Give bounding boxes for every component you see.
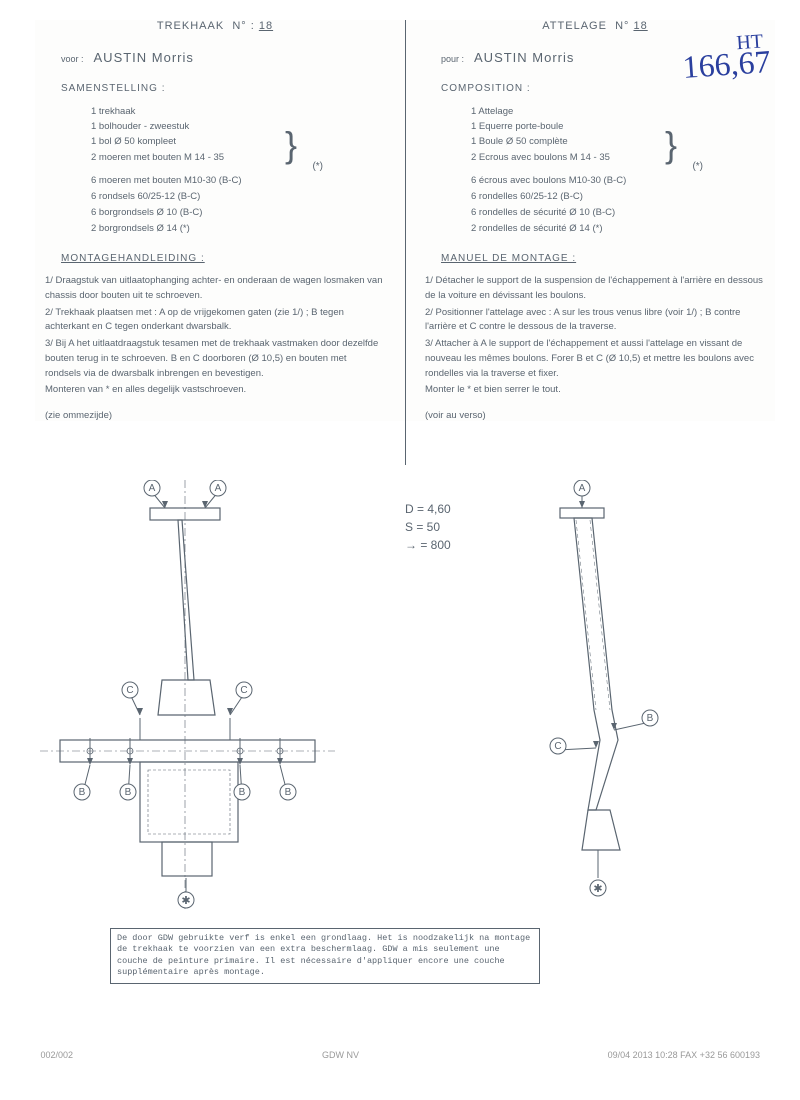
step: 3/ Bij A het uitlaatdraagstuk tesamen me…	[45, 337, 385, 381]
step: 1/ Draagstuk van uitlaatophanging achter…	[45, 274, 385, 303]
bracket-icon: }	[665, 118, 677, 172]
header-label: ATTELAGE	[542, 20, 607, 32]
svg-text:✱: ✱	[181, 895, 190, 907]
comp-item: 2 borgrondsels Ø 14 (*)	[91, 221, 389, 237]
header-no: N° :	[232, 20, 254, 32]
header-label: TREKHAAK	[157, 20, 224, 32]
for-label: voor :	[61, 54, 84, 64]
comp-item: 1 trekhaak	[91, 104, 389, 119]
comp-list-1: 1 Attelage 1 Equerre porte-boule 1 Boule…	[421, 104, 769, 165]
header-num: 18	[259, 20, 273, 32]
svg-text:A: A	[215, 483, 222, 494]
svg-text:B: B	[125, 787, 132, 798]
step: 2/ Positionner l'attelage avec : A sur l…	[425, 306, 765, 335]
step: Monter le * et bien serrer le tout.	[425, 383, 765, 398]
svg-text:A: A	[579, 483, 586, 494]
left-column: TREKHAAK N° : 18 voor : AUSTIN Morris SA…	[35, 20, 395, 421]
handwritten-note: HT 166,67	[681, 33, 772, 81]
comp-item: 1 bolhouder - zweestuk	[91, 119, 389, 134]
svg-text:✱: ✱	[593, 883, 602, 895]
comp-list-2: 6 écrous avec boulons M10-30 (B-C) 6 ron…	[421, 173, 769, 238]
composition-title: COMPOSITION :	[421, 83, 769, 94]
manual-title: MANUEL DE MONTAGE :	[421, 253, 769, 264]
svg-text:C: C	[126, 685, 133, 696]
comp-item: 6 rondelles 60/25-12 (B-C)	[471, 189, 769, 205]
header-num: 18	[633, 20, 647, 32]
comp-item: 2 rondelles de sécurité Ø 14 (*)	[471, 221, 769, 237]
svg-text:B: B	[239, 787, 246, 798]
comp-item: 1 Boule Ø 50 complète	[471, 134, 769, 149]
instructions-right: 1/ Détacher le support de la suspension …	[421, 274, 769, 398]
step: 2/ Trekhaak plaatsen met : A op de vrijg…	[45, 306, 385, 335]
svg-text:B: B	[647, 713, 654, 724]
comp-item: 1 bol Ø 50 kompleet	[91, 134, 389, 149]
svg-text:C: C	[240, 685, 247, 696]
comp-item: 1 Equerre porte-boule	[471, 119, 769, 134]
comp-item: 6 écrous avec boulons M10-30 (B-C)	[471, 173, 769, 189]
comp-item: 6 rondsels 60/25-12 (B-C)	[91, 189, 389, 205]
svg-text:B: B	[79, 787, 86, 798]
footer-mid: GDW NV	[322, 1050, 359, 1060]
bracket-icon: }	[285, 118, 297, 172]
paint-note: De door GDW gebruikte verf is enkel een …	[110, 928, 540, 984]
step: Monteren van * en alles degelijk vastsch…	[45, 383, 385, 398]
header-right: ATTELAGE N° 18	[421, 20, 769, 32]
comp-item: 1 Attelage	[471, 104, 769, 119]
header-no: N°	[615, 20, 629, 32]
verso-note: (voir au verso)	[421, 410, 769, 421]
diagram-area: A A C C B B B B ✱ ✱ A B C	[0, 480, 800, 980]
comp-item: 2 moeren met bouten M 14 - 35	[91, 150, 389, 165]
svg-text:B: B	[285, 787, 292, 798]
handnote-main: 166,67	[681, 43, 771, 85]
step: 1/ Détacher le support de la suspension …	[425, 274, 765, 303]
step: 3/ Attacher à A le support de l'échappem…	[425, 337, 765, 381]
comp-item: 6 borgrondsels Ø 10 (B-C)	[91, 205, 389, 221]
svg-text:C: C	[554, 741, 561, 752]
footer-right: 09/04 2013 10:28 FAX +32 56 600193	[608, 1050, 760, 1060]
for-label: pour :	[441, 54, 464, 64]
comp-item: 6 rondelles de sécurité Ø 10 (B-C)	[471, 205, 769, 221]
comp-list-2: 6 moeren met bouten M10-30 (B-C) 6 ronds…	[41, 173, 389, 238]
comp-list-1: 1 trekhaak 1 bolhouder - zweestuk 1 bol …	[41, 104, 389, 165]
composition-title: SAMENSTELLING :	[41, 83, 389, 94]
comp-item: 2 Ecrous avec boulons M 14 - 35	[471, 150, 769, 165]
manual-title: MONTAGEHANDLEIDING :	[41, 253, 389, 264]
brand-name: AUSTIN Morris	[474, 50, 574, 65]
instructions-left: 1/ Draagstuk van uitlaatophanging achter…	[41, 274, 389, 398]
column-divider	[405, 20, 406, 465]
footer-left: 002/002	[40, 1050, 73, 1060]
fax-footer: 09/04 2013 10:28 FAX +32 56 600193 GDW N…	[40, 1050, 760, 1060]
verso-note: (zie ommezijde)	[41, 410, 389, 421]
brand-name: AUSTIN Morris	[94, 50, 194, 65]
header-left: TREKHAAK N° : 18	[41, 20, 389, 32]
comp-item: 6 moeren met bouten M10-30 (B-C)	[91, 173, 389, 189]
svg-text:A: A	[149, 483, 156, 494]
